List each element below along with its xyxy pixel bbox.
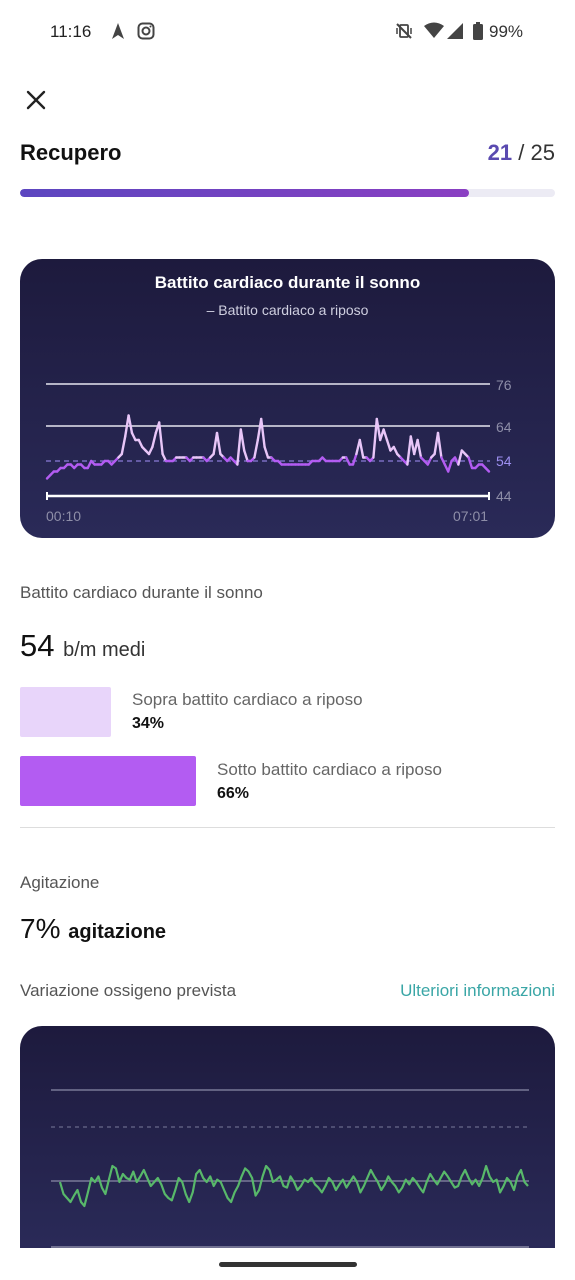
hr-segment <box>375 417 382 442</box>
restlessness-value: 7% <box>20 913 61 944</box>
score-total: 25 <box>530 140 555 165</box>
hr-segment <box>385 438 392 452</box>
oxygen-chart <box>51 1089 529 1248</box>
hr-average: 54 b/m medi <box>20 628 145 664</box>
hr-segment <box>440 456 446 466</box>
page-title: Recupero <box>20 140 122 165</box>
below-resting-label: Sotto battito cardiaco a riposo <box>217 760 442 779</box>
hr-segment <box>426 456 433 466</box>
hr-segment <box>161 452 168 463</box>
hr-segment <box>123 414 130 438</box>
hr-segment <box>86 459 93 470</box>
score-separator: / <box>518 140 525 165</box>
hr-segment <box>372 417 378 459</box>
progress-fill <box>20 189 470 197</box>
hr-segment <box>127 414 134 435</box>
hr-segment <box>447 459 453 473</box>
wifi-icon <box>424 22 444 45</box>
above-resting-value: 34% <box>132 715 165 732</box>
vibrate-off-icon <box>395 22 413 45</box>
y-tick-44: 44 <box>496 488 512 504</box>
hr-segment <box>484 466 491 473</box>
hr-segment <box>436 431 443 459</box>
below-resting-value: 66% <box>217 785 250 802</box>
chart-title: Battito cardiaco durante il sonno <box>154 273 421 292</box>
y-tick-64: 64 <box>496 419 512 435</box>
hr-segment <box>253 438 260 459</box>
oxygen-line <box>58 1164 529 1208</box>
home-indicator[interactable] <box>219 1262 357 1267</box>
battery-icon <box>472 22 484 45</box>
close-icon <box>26 90 46 110</box>
hr-segment <box>263 445 270 459</box>
hr-segment <box>392 445 399 456</box>
oxygen-label: Variazione ossigeno prevista <box>20 981 237 1000</box>
hr-segment <box>409 435 416 456</box>
heart-rate-chart: 76 64 54 44 00:10 07:01 <box>45 377 512 524</box>
score-value: 21 <box>487 140 513 165</box>
hr-segment <box>147 445 154 456</box>
more-info-link[interactable]: Ulteriori informazioni <box>400 981 555 1000</box>
status-bar: 11:16 99% <box>0 0 575 64</box>
hr-segment <box>215 431 222 456</box>
hr-segment <box>382 428 389 442</box>
hr-segment <box>120 435 127 456</box>
hr-average-unit: b/m medi <box>63 639 146 661</box>
hr-segment <box>358 438 365 459</box>
hr-segment <box>351 452 358 466</box>
hr-segment <box>151 431 158 449</box>
hr-segment <box>467 456 474 470</box>
hr-segment <box>406 435 412 466</box>
x-label-end: 07:01 <box>453 508 488 524</box>
hr-segment <box>236 428 243 466</box>
status-time: 11:16 <box>50 22 92 41</box>
y-tick-76: 76 <box>496 377 512 393</box>
hr-segment <box>239 428 246 452</box>
chart-subtitle: – Battito cardiaco a riposo <box>206 302 369 318</box>
divider <box>20 827 555 828</box>
hr-segment <box>157 421 164 456</box>
hr-segment <box>259 417 266 449</box>
restlessness-label: Agitazione <box>20 873 100 892</box>
restlessness-unit: agitazione <box>68 921 167 943</box>
above-resting-swatch <box>20 687 111 737</box>
signal-icon <box>446 22 464 45</box>
hr-section-label: Battito cardiaco durante il sonno <box>20 583 263 602</box>
y-tick-54: 54 <box>496 453 512 469</box>
hr-segment <box>457 449 463 466</box>
hr-segment <box>242 449 249 463</box>
hr-segment <box>345 456 351 466</box>
hr-segment <box>130 431 137 442</box>
hr-average-value: 54 <box>20 628 55 663</box>
heart-rate-series <box>45 414 491 480</box>
hr-segment <box>137 438 144 449</box>
x-label-start: 00:10 <box>46 508 81 524</box>
navigation-icon <box>109 22 127 45</box>
above-resting-label: Sopra battito cardiaco a riposo <box>132 690 363 709</box>
close-button[interactable] <box>20 84 52 116</box>
restlessness: 7% agitazione <box>20 913 166 945</box>
oxygen-chart-card[interactable] <box>20 1026 555 1248</box>
progress-bar <box>20 189 555 197</box>
heart-rate-chart-card[interactable]: 76 64 54 44 00:10 07:01 Battito cardiaco… <box>20 259 555 538</box>
hr-segment <box>416 438 423 459</box>
oxygen-series <box>58 1164 529 1208</box>
below-resting-swatch <box>20 756 196 806</box>
battery-percent: 99% <box>489 22 524 41</box>
score: 21 / 25 <box>488 140 555 166</box>
instagram-icon <box>137 22 155 45</box>
